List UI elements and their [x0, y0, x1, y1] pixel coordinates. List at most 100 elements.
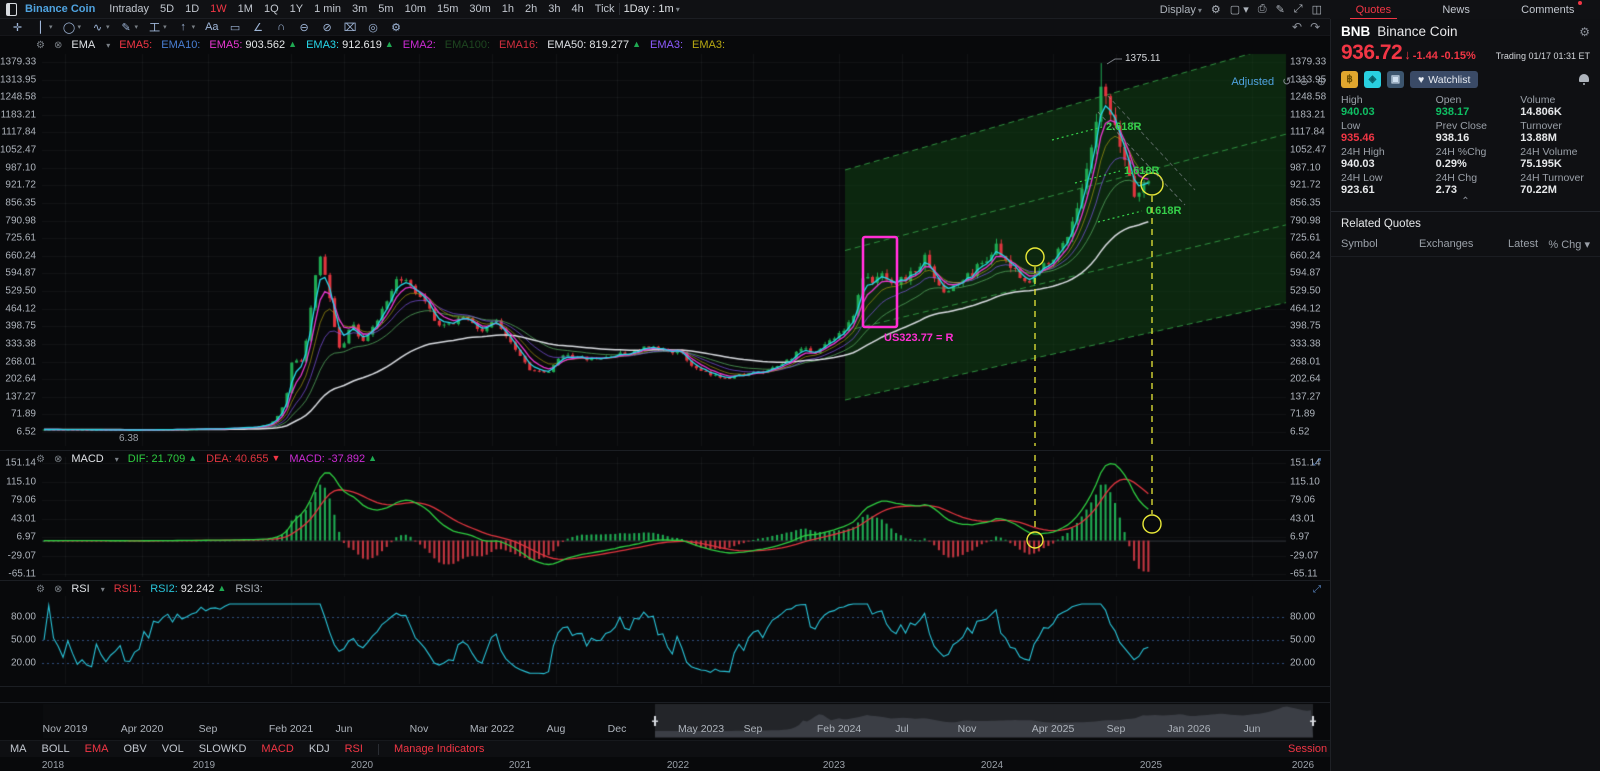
- axis-tick-label: 529.50: [5, 285, 36, 297]
- divider: [377, 743, 379, 755]
- stat-24h--chg: 24H %Chg 0.29%: [1435, 146, 1487, 170]
- navigator-year-label: 2018: [41, 760, 65, 771]
- axis-tick-label: 43.01: [10, 513, 36, 524]
- related-col-chg[interactable]: % Chg ▾: [1548, 239, 1590, 251]
- price-change: -1.44 -0.15%: [1412, 50, 1476, 62]
- indicator-toggle-obv[interactable]: OBV: [123, 743, 147, 755]
- tab-quotes[interactable]: Quotes: [1349, 2, 1398, 20]
- sidebar-settings-icon[interactable]: ⚙: [1579, 24, 1590, 39]
- indicator-close-icon[interactable]: ⊗: [53, 453, 63, 465]
- axis-tick-label: 202.64: [1290, 373, 1321, 385]
- indicator-name[interactable]: EMA: [71, 39, 96, 51]
- indicator-series: MACD: -37.892 ▲: [289, 453, 378, 465]
- axis-tick-label: 464.12: [1290, 303, 1321, 315]
- stat-open: Open 938.17: [1435, 94, 1470, 118]
- time-axis-label: Apr 2025: [1031, 723, 1075, 735]
- trading-session: Trading 01/17 01:31 ET: [1495, 51, 1590, 61]
- tab-news[interactable]: News: [1442, 3, 1470, 16]
- axis-tick-label: 333.38: [1290, 338, 1321, 350]
- indicator-settings-icon[interactable]: ⚙: [36, 583, 45, 595]
- axis-tick-label: 1052.47: [1290, 144, 1327, 156]
- indicator-name[interactable]: RSI: [71, 583, 90, 595]
- axis-tick-label: 594.87: [5, 267, 36, 279]
- indicator-toggle-rsi[interactable]: RSI: [344, 743, 363, 755]
- alert-bell-icon[interactable]: [1578, 73, 1590, 86]
- related-quotes-title: Related Quotes: [1341, 218, 1421, 230]
- related-col-exchanges: Exchanges: [1419, 238, 1474, 250]
- time-axis-label: Mar 2022: [469, 723, 515, 735]
- axis-tick-label: 115.10: [6, 476, 36, 487]
- indicator-series: EMA100:: [444, 39, 491, 51]
- axis-tick-label: 115.10: [1290, 476, 1320, 487]
- macd-expand-icon[interactable]: ⤢: [1313, 457, 1321, 468]
- stat-24h-volume: 24H Volume 75.195K: [1520, 146, 1578, 170]
- axis-tick-label: 80.00: [1290, 611, 1316, 623]
- panel-divider: [0, 702, 1330, 703]
- panel-divider[interactable]: [0, 580, 1330, 581]
- time-axis-label: May 2023: [677, 723, 725, 735]
- axis-tick-label: 464.12: [5, 303, 36, 315]
- axis-tick-label: 1183.21: [1290, 109, 1326, 121]
- axis-tick-label: 137.27: [5, 391, 36, 403]
- indicator-toggle-slowkd[interactable]: SLOWKD: [198, 743, 247, 755]
- panel-divider: [0, 686, 1330, 687]
- axis-tick-label: 137.27: [1290, 391, 1321, 403]
- tab-comments[interactable]: Comments: [1515, 0, 1583, 18]
- indicator-settings-icon[interactable]: ⚙: [36, 453, 45, 465]
- adjusted-controls: Adjusted ↺ ⊖ ⊕: [1150, 75, 1326, 88]
- axis-tick-label: 202.64: [5, 373, 36, 385]
- axis-tick-label: 1052.47: [0, 144, 37, 156]
- indicator-toggle-ma[interactable]: MA: [10, 743, 27, 755]
- rsi-expand-icon[interactable]: ⤢: [1313, 584, 1321, 595]
- chart-canvas[interactable]: [0, 0, 1330, 771]
- indicator-toolbar: MA BOLL EMA OBV VOL SLOWKD MACD KDJ RSI Manage In…: [0, 740, 1330, 757]
- collapse-stats-icon[interactable]: ⌃: [1461, 196, 1470, 207]
- time-axis-label: Sep: [1106, 723, 1126, 735]
- indicator-series: EMA50: 819.277 ▲: [547, 39, 642, 51]
- indicator-toggle-vol[interactable]: VOL: [161, 743, 184, 755]
- axis-tick-label: 79.06: [10, 494, 36, 506]
- time-axis-label: Jun: [1243, 723, 1261, 735]
- indicator-series: RSI1:: [113, 583, 142, 595]
- bookmark-icon[interactable]: ▣: [1387, 71, 1404, 88]
- adjusted-label[interactable]: Adjusted: [1231, 76, 1275, 88]
- indicator-close-icon[interactable]: ⊗: [53, 39, 63, 51]
- axis-tick-label: 151.14: [1290, 457, 1321, 469]
- quote-stats: High 940.03 Open 938.17 Volume 14.806K Low 935.…: [1331, 92, 1600, 197]
- session-label[interactable]: Session: [1288, 743, 1328, 755]
- axis-tick-label: 6.52: [16, 426, 36, 438]
- axis-tick-label: 1248.58: [1290, 91, 1327, 103]
- time-axis-label: Nov: [957, 723, 977, 735]
- time-axis-label: Jul: [895, 723, 909, 735]
- crypto-coin-icon[interactable]: ฿: [1341, 71, 1358, 88]
- reset-zoom-icon[interactable]: ↺: [1282, 76, 1292, 88]
- navigator-year-label: 2024: [980, 760, 1004, 771]
- indicator-toggle-ema[interactable]: EMA: [84, 743, 109, 755]
- watchlist-button[interactable]: ♥ Watchlist: [1410, 71, 1479, 88]
- axis-tick-label: 6.52: [1290, 426, 1310, 438]
- time-axis-label: Sep: [743, 723, 763, 735]
- zoom-in-icon[interactable]: ⊕: [1316, 76, 1326, 88]
- indicator-toggle-boll[interactable]: BOLL: [41, 743, 70, 755]
- axis-tick-label: 80.00: [10, 611, 36, 623]
- axis-tick-label: 1379.33: [1290, 56, 1327, 68]
- panel-divider[interactable]: [0, 450, 1330, 451]
- indicator-toggle-manage-indicators[interactable]: Manage Indicators: [393, 743, 485, 755]
- navigator-year-label: 2025: [1139, 760, 1163, 771]
- stat-prev-close: Prev Close 938.16: [1435, 120, 1487, 144]
- indicator-close-icon[interactable]: ⊗: [53, 583, 63, 595]
- axis-tick-label: 268.01: [5, 356, 36, 368]
- indicator-settings-icon[interactable]: ⚙: [36, 39, 45, 51]
- indicator-series: RSI3:: [235, 583, 263, 595]
- indicator-name[interactable]: MACD: [71, 453, 104, 465]
- axis-tick-label: 594.87: [1290, 267, 1321, 279]
- indicator-toggle-macd[interactable]: MACD: [261, 743, 294, 755]
- stat-24h-high: 24H High 940.03: [1341, 146, 1385, 170]
- axis-tick-label: -65.11: [8, 568, 36, 580]
- symbol: BNB: [1341, 24, 1371, 39]
- axis-tick-label: 268.01: [1290, 356, 1321, 368]
- tag-icon[interactable]: ◈: [1364, 71, 1381, 88]
- navigator-year-label: 2022: [666, 760, 690, 771]
- indicator-toggle-kdj[interactable]: KDJ: [308, 743, 330, 755]
- zoom-out-icon[interactable]: ⊖: [1299, 76, 1309, 88]
